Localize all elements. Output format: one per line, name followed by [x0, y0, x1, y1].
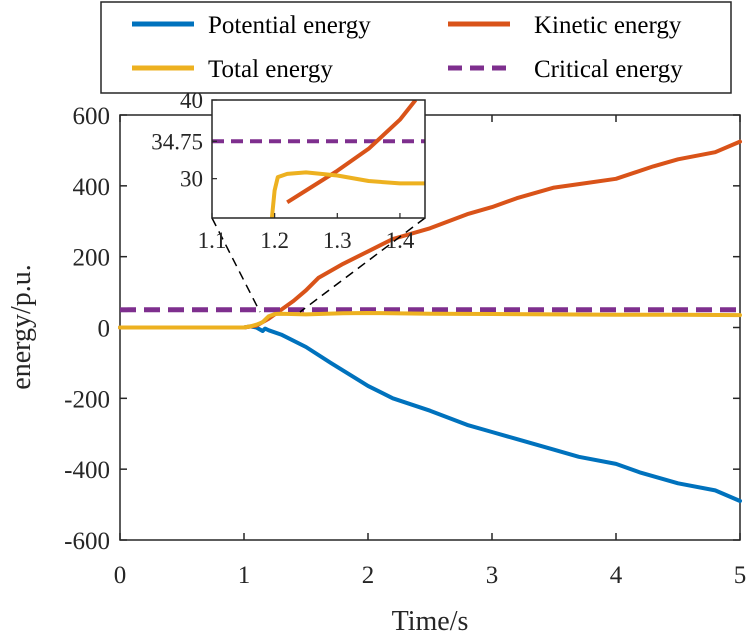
y-tick-label: -600: [64, 528, 110, 555]
x-axis-label: Time/s: [392, 606, 469, 637]
inset-x-tick-label: 1.3: [323, 228, 352, 253]
inset-frame: [211, 99, 426, 219]
legend: Potential energy Kinetic energy Total en…: [100, 1, 732, 94]
legend-box: [100, 1, 732, 94]
legend-label-potential: Potential energy: [208, 12, 371, 39]
x-tick-label: 3: [486, 562, 499, 589]
inset-x-tick-label: 1.4: [386, 228, 415, 253]
series-line-total-energy: [118, 311, 742, 330]
inset-y-tick-label: 40: [180, 88, 203, 113]
y-tick-label: 200: [73, 245, 111, 272]
main-axis-ticks: 0 1 2 3 4 5 600 400 200 0 -200 -400 -600: [64, 103, 746, 589]
inset-y-tick-label: 34.75: [151, 129, 203, 154]
y-tick-label: -200: [64, 386, 110, 413]
inset-zoom: 1.1 1.2 1.3 1.4 40 34.75 30: [151, 88, 426, 253]
main-data-lines: [118, 139, 742, 503]
legend-label-total: Total energy: [208, 56, 333, 83]
zoom-connector-right: [299, 217, 426, 313]
y-tick-label: 600: [73, 103, 111, 130]
inset-x-tick-label: 1.1: [198, 228, 227, 253]
inset-axis-ticks: 1.1 1.2 1.3 1.4 40 34.75 30: [151, 88, 415, 253]
x-tick-label: 1: [238, 562, 251, 589]
legend-label-kinetic: Kinetic energy: [534, 12, 682, 39]
x-tick-label: 0: [114, 562, 127, 589]
inset-y-tick-label: 30: [180, 167, 203, 192]
y-axis-label: energy/p.u.: [6, 264, 37, 389]
x-tick-label: 4: [610, 562, 623, 589]
legend-label-critical: Critical energy: [534, 56, 683, 83]
inset-x-tick-label: 1.2: [260, 228, 289, 253]
zoom-connector-left: [211, 217, 261, 313]
inset-line-total-energy: [269, 170, 425, 218]
y-tick-label: -400: [64, 457, 110, 484]
inset-data-lines: [212, 100, 425, 218]
series-line-potential-energy: [118, 324, 742, 503]
x-tick-label: 5: [734, 562, 747, 589]
x-tick-label: 2: [362, 562, 375, 589]
y-tick-label: 0: [98, 316, 111, 343]
y-tick-label: 400: [73, 174, 111, 201]
inset-line-kinetic-energy: [286, 100, 418, 204]
inset-background: [212, 100, 425, 218]
